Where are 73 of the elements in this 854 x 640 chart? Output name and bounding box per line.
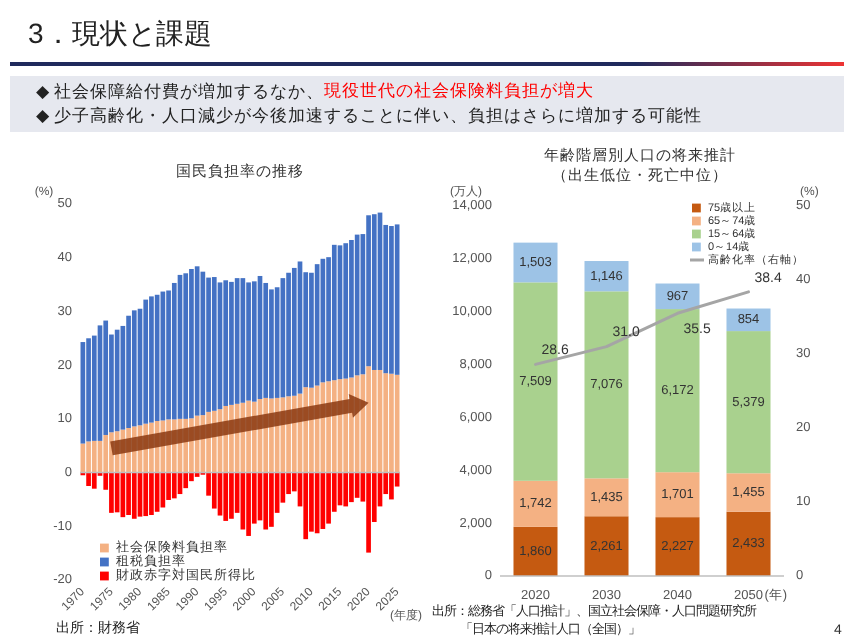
- bar: [91, 440, 97, 473]
- bar: [246, 282, 251, 401]
- bar: [371, 214, 377, 370]
- bar: [286, 272, 291, 397]
- bar: [584, 516, 629, 576]
- bar: [109, 472, 114, 513]
- bar: [349, 239, 354, 378]
- bar: [246, 472, 251, 536]
- bar: [171, 282, 177, 420]
- bar: [513, 480, 558, 527]
- bar: [149, 296, 154, 423]
- bar: [126, 472, 131, 516]
- bar: [326, 472, 331, 524]
- bar: [263, 282, 269, 398]
- bar: [389, 226, 394, 374]
- bar: [389, 472, 394, 500]
- bar: [229, 472, 234, 519]
- bar: [251, 281, 257, 402]
- bar: [584, 261, 629, 292]
- bar: [309, 272, 314, 388]
- bar: [211, 277, 217, 411]
- bar: [513, 242, 558, 283]
- bar: [726, 331, 771, 474]
- text: ◆ 少子高齢化・人口減少が今後加速することに伴い、負担はさらに増加する可能性: [36, 104, 702, 125]
- bar: [269, 289, 274, 399]
- bar: [349, 472, 354, 503]
- bar: [86, 472, 91, 486]
- bar: [366, 366, 371, 473]
- bar: [223, 280, 229, 406]
- bar: [131, 472, 137, 519]
- bar: [103, 434, 109, 473]
- bar: [366, 472, 371, 553]
- bar: [223, 472, 229, 521]
- bar: [383, 373, 389, 473]
- bar: [166, 472, 171, 500]
- bar: [655, 472, 700, 518]
- bar: [513, 526, 558, 576]
- bar: [171, 472, 177, 499]
- bar: [291, 267, 297, 396]
- bar: [389, 373, 394, 473]
- bar: [286, 472, 291, 495]
- bar: [655, 517, 700, 576]
- bar: [91, 472, 97, 489]
- bar: [343, 472, 349, 507]
- bar: [86, 338, 91, 442]
- bar: [263, 472, 269, 530]
- bar: [143, 472, 149, 517]
- bar: [371, 369, 377, 473]
- bar: [183, 472, 189, 489]
- bar: [309, 472, 314, 532]
- text: 現役世代の社会保険料負担が増大: [324, 80, 594, 101]
- bar: [183, 273, 189, 419]
- bar: [206, 277, 211, 412]
- bar: [229, 281, 234, 405]
- text: 3．現状と課題: [28, 17, 212, 50]
- bar: [189, 472, 194, 482]
- bar: [366, 215, 371, 367]
- bar: [343, 243, 349, 379]
- bar: [149, 472, 154, 516]
- bar: [303, 472, 309, 540]
- bar: [726, 473, 771, 512]
- bar: [726, 511, 771, 576]
- bar: [331, 244, 337, 381]
- bar: [189, 268, 194, 419]
- bar: [269, 472, 274, 527]
- bar: [86, 441, 91, 473]
- bar: [143, 299, 149, 424]
- bar: [584, 478, 629, 517]
- bar: [131, 310, 137, 427]
- bar: [211, 472, 217, 509]
- bar: [166, 290, 171, 420]
- bar: [126, 315, 131, 428]
- bar: [103, 320, 109, 435]
